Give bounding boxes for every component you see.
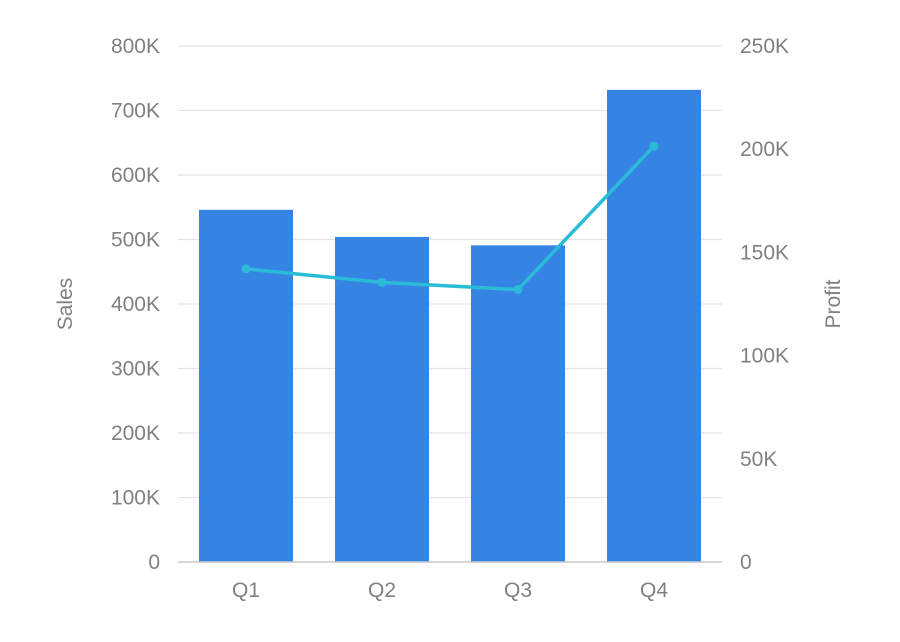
y-right-tick-label: 150K — [740, 241, 789, 264]
y-right-tick-label: 200K — [740, 138, 789, 161]
y-left-tick-label: 0 — [148, 551, 160, 574]
y-right-tick-label: 50K — [740, 448, 777, 471]
y-left-tick-label: 100K — [111, 487, 160, 510]
x-tick-label: Q3 — [504, 579, 532, 602]
y-right-tick-label: 250K — [740, 35, 789, 58]
profit-point — [241, 264, 251, 274]
y-right-tick-label: 0 — [740, 551, 752, 574]
x-tick-label: Q2 — [368, 579, 396, 602]
profit-point — [377, 277, 387, 287]
y-left-tick-label: 700K — [111, 100, 160, 123]
sales-bar — [335, 236, 429, 563]
sales-bars — [199, 89, 701, 563]
y-left-tick-label: 400K — [111, 293, 160, 316]
x-tick-label: Q1 — [232, 579, 260, 602]
y-left-tick-label: 800K — [111, 35, 160, 58]
profit-point — [649, 141, 659, 151]
sales-bar — [199, 209, 293, 562]
profit-line-path — [245, 144, 656, 292]
y-right-tick-label: 100K — [740, 345, 789, 368]
axes: 0 100K 200K 300K 400K 500K 600K 700K 800K 0 50K 100… — [111, 35, 789, 602]
y-left-tick-label: 300K — [111, 358, 160, 381]
y-left-tick-label: 600K — [111, 164, 160, 187]
sales-bar — [471, 245, 565, 562]
y-axis-left-title: Sales — [54, 278, 77, 331]
y-left-tick-label: 500K — [111, 229, 160, 252]
y-axis-right-title: Profit — [822, 279, 845, 328]
sales-bar — [607, 89, 701, 563]
y-left-tick-label: 200K — [111, 422, 160, 445]
profit-point — [513, 285, 523, 295]
profit-line — [241, 141, 659, 295]
x-tick-label: Q4 — [640, 579, 668, 602]
